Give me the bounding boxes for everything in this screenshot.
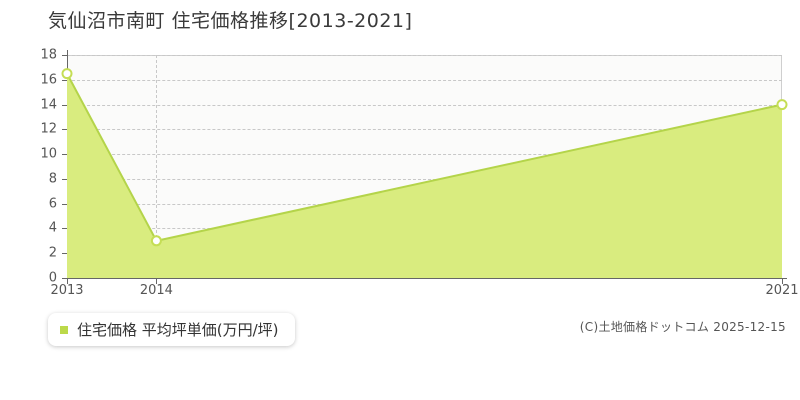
y-tick-label-4: 4 xyxy=(48,220,57,236)
gridline-y-16 xyxy=(67,79,782,81)
chart-title-range: [2013-2021] xyxy=(288,10,413,32)
gridline-y-2 xyxy=(67,253,782,255)
y-tick-mark-6 xyxy=(62,203,68,205)
gridline-y-10 xyxy=(67,154,782,156)
y-tick-mark-0 xyxy=(62,278,68,279)
y-tick-label-6: 6 xyxy=(48,196,57,212)
y-tick-label-18: 18 xyxy=(40,47,57,63)
x-tick-label-2014: 2014 xyxy=(139,283,173,298)
chart-legend: 住宅価格 平均坪単価(万円/坪) xyxy=(48,313,295,346)
y-tick-mark-16 xyxy=(62,79,68,81)
chart-title: 気仙沼市南町 住宅価格推移[2013-2021] xyxy=(48,6,412,33)
gridline-y-6 xyxy=(67,203,782,205)
x-axis-line xyxy=(62,278,787,279)
gridline-y-4 xyxy=(67,228,782,230)
y-tick-mark-2 xyxy=(62,253,68,255)
y-tick-label-2: 2 xyxy=(48,245,57,261)
y-tick-mark-10 xyxy=(62,154,68,156)
y-tick-mark-12 xyxy=(62,129,68,131)
y-tick-mark-4 xyxy=(62,228,68,230)
y-tick-label-10: 10 xyxy=(40,146,57,162)
y-tick-label-16: 16 xyxy=(40,72,57,88)
gridline-y-18 xyxy=(67,55,782,56)
y-tick-label-0: 0 xyxy=(48,270,57,286)
legend-swatch-icon xyxy=(60,325,68,334)
y-axis-line xyxy=(67,50,68,283)
chart-title-main: 気仙沼市南町 住宅価格推移 xyxy=(48,10,289,32)
y-tick-mark-18 xyxy=(62,55,68,56)
x-tick-label-2021: 2021 xyxy=(765,283,799,298)
x-tick-mark-2013 xyxy=(67,278,68,284)
y-tick-label-8: 8 xyxy=(48,171,57,187)
gridline-y-8 xyxy=(67,178,782,180)
y-tick-mark-14 xyxy=(62,104,68,106)
gridline-y-12 xyxy=(67,129,782,131)
y-tick-label-12: 12 xyxy=(40,121,57,137)
gridline-x-2014 xyxy=(156,55,158,278)
legend-label: 住宅価格 平均坪単価(万円/坪) xyxy=(77,321,279,339)
x-tick-label-2013: 2013 xyxy=(50,283,84,298)
y-tick-label-14: 14 xyxy=(40,97,57,113)
gridline-y-14 xyxy=(67,104,782,106)
y-tick-mark-8 xyxy=(62,178,68,180)
x-tick-mark-2014 xyxy=(156,278,158,284)
plot-area xyxy=(67,55,782,278)
x-tick-mark-2021 xyxy=(782,278,783,284)
copyright-credit: (C)土地価格ドットコム 2025-12-15 xyxy=(579,320,786,334)
